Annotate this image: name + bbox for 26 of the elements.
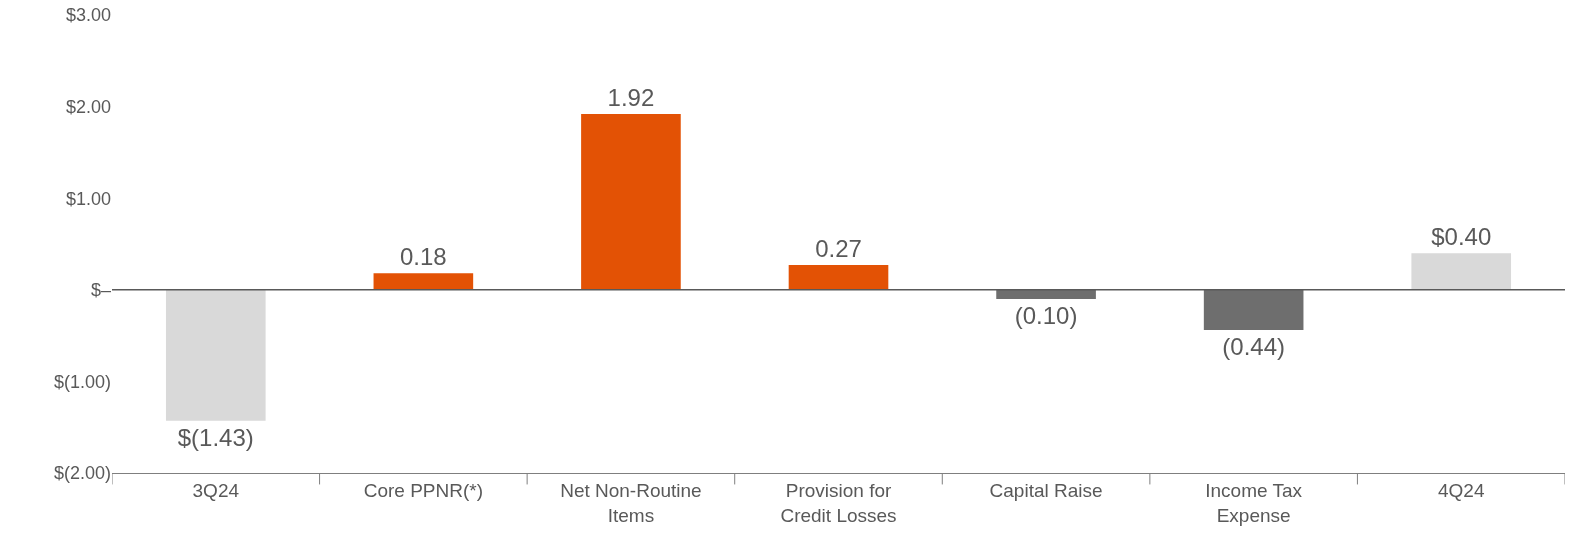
x-tick-label: Capital Raise bbox=[989, 479, 1103, 501]
x-tick-label: 4Q24 bbox=[1437, 479, 1485, 501]
y-tick-label: $3.00 bbox=[65, 5, 111, 26]
data-label: $0.40 bbox=[1431, 223, 1492, 251]
y-tick-label: $(1.00) bbox=[53, 371, 111, 392]
bar bbox=[1203, 289, 1304, 331]
bar bbox=[788, 265, 889, 290]
data-label: (0.44) bbox=[1222, 333, 1285, 361]
x-tick-label: Provision for Credit Losses bbox=[780, 479, 897, 526]
x-tick-label: Core PPNR(*) bbox=[363, 479, 484, 501]
data-label: 0.18 bbox=[400, 243, 447, 271]
x-tick-label: Income Tax Expense bbox=[1205, 479, 1303, 526]
data-label: 1.92 bbox=[607, 83, 655, 111]
bar bbox=[581, 113, 681, 290]
bar bbox=[373, 273, 474, 290]
x-tick-label: Net Non-Routine Items bbox=[560, 479, 702, 526]
y-tick-label: $– bbox=[90, 280, 111, 301]
data-label: $(1.43) bbox=[177, 423, 254, 451]
x-tick-label: 3Q24 bbox=[192, 479, 240, 501]
y-tick-label: $(2.00) bbox=[53, 463, 111, 484]
data-label: 0.27 bbox=[815, 235, 862, 263]
bar bbox=[1411, 253, 1512, 290]
y-tick-label: $2.00 bbox=[65, 96, 111, 117]
bar bbox=[165, 289, 266, 421]
y-tick-label: $1.00 bbox=[65, 188, 111, 209]
data-label: (0.10) bbox=[1014, 301, 1078, 329]
